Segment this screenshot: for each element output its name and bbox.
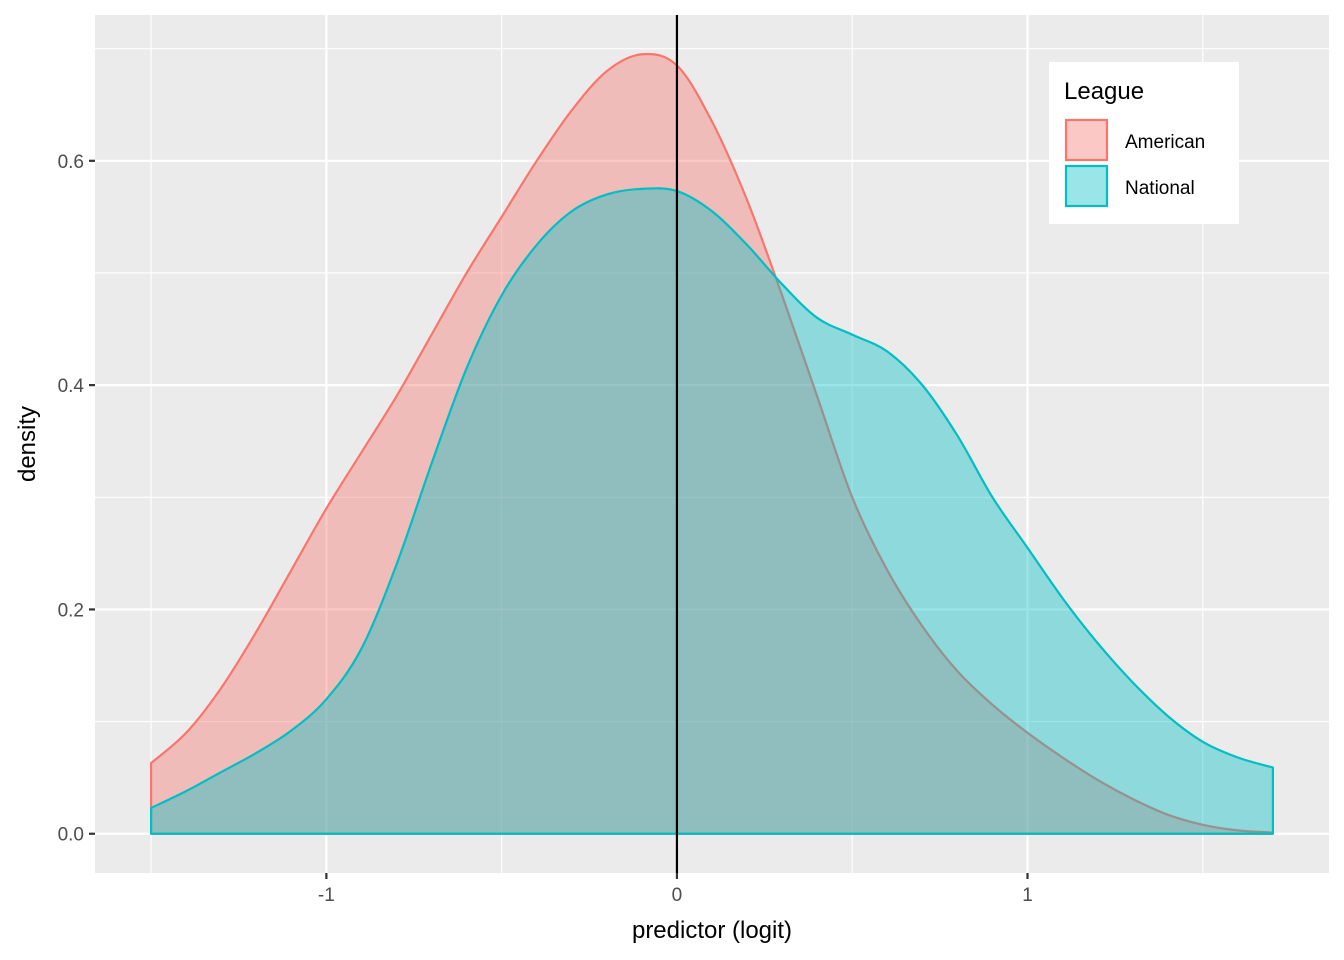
x-tick-label: 0 [672, 885, 683, 906]
legend-label-american: American [1125, 132, 1205, 153]
legend-swatch-national [1064, 164, 1109, 208]
legend-title: League [1064, 78, 1144, 105]
y-tick-label: 0.2 [58, 600, 84, 621]
axes: -1 0 1 0.0 0.2 0.4 0.6 [58, 152, 1033, 906]
y-tick-label: 0.0 [58, 825, 84, 846]
x-axis-title: predictor (logit) [632, 917, 792, 944]
density-area-american [149, 52, 1275, 835]
legend-key-bg [1065, 165, 1108, 207]
y-tick-label: 0.4 [58, 376, 85, 397]
legend-items: American National [1064, 118, 1205, 208]
legend-key-bg [1065, 119, 1108, 161]
density-area-national [149, 187, 1275, 835]
legend: League American National [1049, 62, 1239, 224]
x-tick-label: 1 [1022, 885, 1033, 906]
legend-swatch-american [1064, 118, 1109, 162]
y-axis-title: density [14, 406, 41, 482]
x-tick-label: -1 [318, 885, 335, 906]
density-series [149, 52, 1275, 835]
legend-label-national: National [1125, 178, 1195, 199]
y-tick-label: 0.6 [58, 152, 84, 173]
